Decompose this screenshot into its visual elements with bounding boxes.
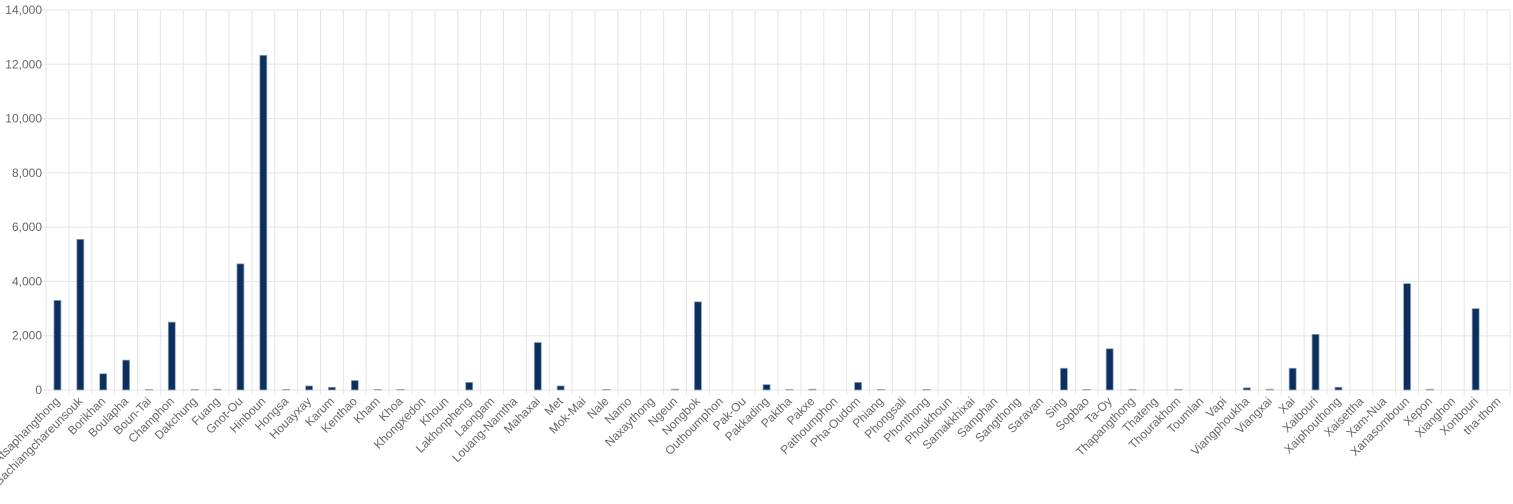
y-tick-label: 0 (35, 383, 42, 397)
bar (1174, 389, 1183, 391)
y-tick-label: 6,000 (12, 220, 42, 234)
bar (1403, 283, 1411, 391)
bar (694, 301, 702, 391)
bar (877, 389, 885, 391)
bar (762, 384, 771, 391)
bar (1243, 387, 1251, 391)
bar (305, 385, 313, 391)
bar (1128, 389, 1137, 391)
bar (1334, 386, 1343, 391)
bar (1060, 367, 1068, 391)
y-tick-label: 2,000 (12, 329, 42, 343)
bar (282, 389, 291, 391)
bar (213, 388, 222, 391)
y-tick-label: 14,000 (5, 3, 42, 17)
bar (1471, 308, 1480, 391)
bar (328, 386, 336, 391)
bar (556, 385, 565, 391)
y-tick-label: 8,000 (12, 166, 42, 180)
bar (145, 389, 153, 391)
x-tick-label: Kham (351, 394, 383, 426)
bar (808, 388, 817, 391)
bar (1311, 333, 1320, 391)
bar (465, 381, 474, 391)
bar (167, 321, 176, 391)
bar (854, 381, 862, 391)
y-tick-label: 10,000 (5, 112, 42, 126)
y-tick-label: 4,000 (12, 274, 42, 288)
bar (99, 373, 108, 391)
bar (1082, 389, 1091, 391)
bar (922, 389, 931, 391)
bar (236, 263, 245, 391)
bar (350, 380, 359, 391)
y-tick-label: 12,000 (5, 57, 42, 71)
bar (602, 389, 611, 391)
bar (533, 342, 542, 391)
bar (259, 54, 268, 391)
bar (1105, 348, 1114, 391)
bar (785, 389, 794, 391)
bar (190, 389, 199, 391)
bar (1426, 388, 1434, 391)
bar (1265, 388, 1274, 391)
bar (53, 300, 62, 391)
bar (373, 389, 382, 391)
bar (396, 389, 405, 391)
bar (1288, 367, 1297, 391)
bar (76, 238, 85, 391)
bar (122, 359, 130, 391)
bar (671, 388, 679, 391)
